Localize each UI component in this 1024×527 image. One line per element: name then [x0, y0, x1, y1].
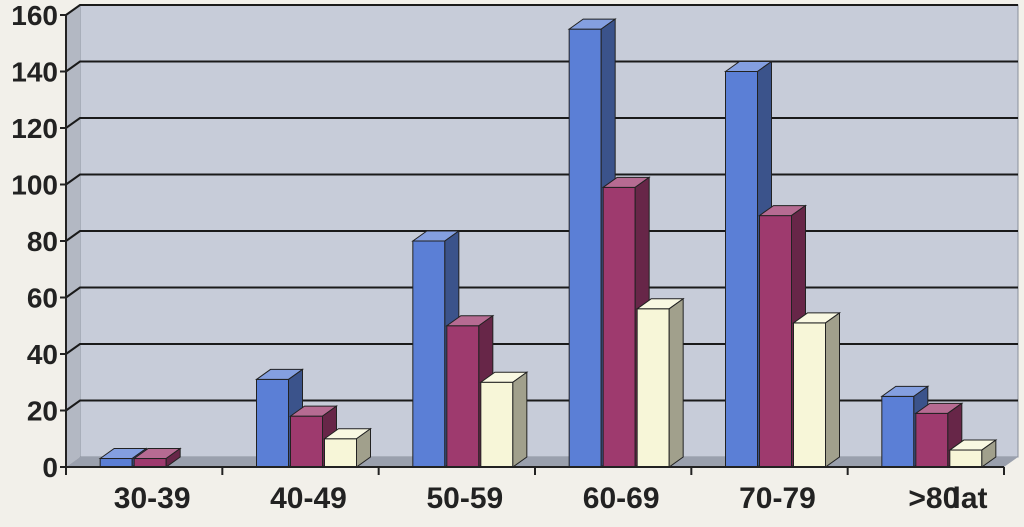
x-tick-label: >80 — [908, 482, 959, 515]
gridline — [65, 4, 1018, 16]
bar — [914, 402, 964, 468]
y-tick-label: 100 — [11, 170, 58, 201]
gridline — [65, 286, 1018, 299]
y-tick-label: 60 — [27, 283, 58, 314]
bar — [322, 427, 373, 468]
x-tick-label: 30-39 — [114, 482, 191, 515]
gridline — [65, 230, 1018, 242]
gridline — [65, 173, 1018, 186]
x-tick-label: 40-49 — [270, 482, 347, 515]
y-tick-label: 40 — [27, 339, 58, 370]
y-tick-label: 160 — [11, 0, 58, 31]
bar — [567, 18, 617, 468]
bar — [791, 311, 842, 468]
bar — [635, 297, 685, 468]
axes — [60, 14, 1005, 475]
gridlines — [65, 4, 1018, 412]
bar — [601, 176, 651, 468]
gridline — [65, 399, 1018, 412]
plot-area — [66, 4, 1019, 467]
y-tick-label: 0 — [42, 452, 58, 483]
y-tick-label: 20 — [27, 396, 58, 427]
x-tick-label: 60-69 — [583, 482, 660, 515]
gridline — [65, 117, 1018, 129]
floor — [66, 457, 1018, 467]
tick-labels: 0 20 40 60 80 100 120 140 160 30-39 40-49 50-59 60-6… — [11, 0, 959, 515]
gridline — [65, 343, 1018, 355]
bar — [132, 447, 182, 468]
y-tick-label: 80 — [27, 226, 58, 257]
x-tick-label: 70-79 — [739, 482, 816, 515]
x-axis-label: lat — [952, 482, 987, 515]
y-tick-label: 120 — [11, 113, 58, 144]
bar — [479, 371, 529, 468]
gridline — [65, 60, 1018, 73]
x-tick-label: 50-59 — [426, 482, 503, 515]
bars — [98, 18, 998, 468]
y-tick-label: 140 — [11, 57, 58, 88]
